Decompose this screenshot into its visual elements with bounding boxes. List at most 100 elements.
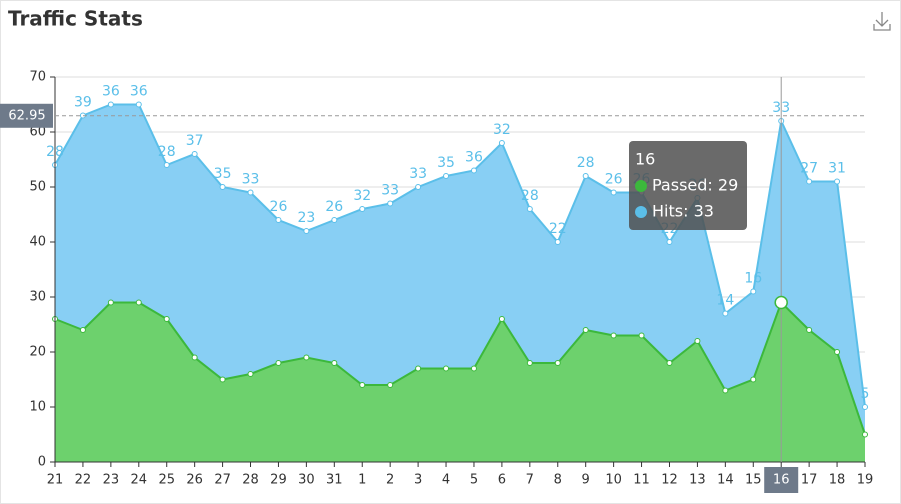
point bbox=[470, 167, 477, 174]
data-label: 26 bbox=[325, 199, 343, 215]
area bbox=[55, 302, 865, 462]
point bbox=[387, 382, 394, 388]
y-tick-label: 30 bbox=[29, 290, 46, 305]
point bbox=[219, 184, 226, 190]
x-tick-label: 13 bbox=[689, 473, 706, 488]
tooltip-swatch bbox=[635, 180, 647, 192]
x-tick-label: 9 bbox=[582, 473, 590, 488]
data-label: 26 bbox=[605, 172, 623, 188]
area bbox=[55, 104, 865, 435]
x-tick-label: 15 bbox=[745, 473, 762, 488]
point bbox=[303, 354, 310, 361]
point bbox=[582, 327, 589, 333]
point bbox=[331, 217, 338, 223]
x-tick-label: 19 bbox=[857, 473, 874, 488]
x-tick-label: 21 bbox=[47, 473, 64, 488]
x-tick-label: 12 bbox=[661, 473, 678, 488]
data-label: 28 bbox=[577, 155, 595, 171]
point bbox=[806, 178, 813, 185]
x-tick-label: 6 bbox=[498, 473, 506, 488]
x-tick-label: 4 bbox=[442, 473, 450, 488]
chart-title: Traffic Stats bbox=[8, 7, 143, 31]
point bbox=[359, 206, 366, 212]
point bbox=[247, 371, 254, 377]
x-tick-label: 17 bbox=[801, 473, 818, 488]
data-label: 33 bbox=[242, 172, 260, 188]
point bbox=[498, 140, 505, 146]
data-label: 26 bbox=[270, 199, 288, 215]
point bbox=[415, 365, 422, 372]
data-label: 32 bbox=[493, 122, 511, 138]
y-tick-label: 70 bbox=[29, 70, 46, 85]
point bbox=[359, 382, 366, 388]
point bbox=[79, 327, 86, 333]
tooltip-item: Hits: 33 bbox=[652, 202, 714, 221]
data-label: 36 bbox=[130, 84, 148, 100]
x-tick-label: 10 bbox=[605, 473, 622, 488]
pointer-x-badge bbox=[764, 467, 799, 493]
point bbox=[470, 365, 477, 372]
point bbox=[750, 288, 757, 295]
x-tick-label: 14 bbox=[717, 473, 734, 488]
data-label: 33 bbox=[381, 183, 399, 199]
x-tick-label: 3 bbox=[414, 473, 422, 488]
y-tick-label: 0 bbox=[38, 455, 46, 470]
data-label: 39 bbox=[74, 95, 92, 111]
y-tick-label: 10 bbox=[29, 400, 46, 415]
x-tick-label: 28 bbox=[242, 473, 259, 488]
point bbox=[191, 354, 198, 361]
data-label: 35 bbox=[437, 155, 455, 171]
x-tick-label: 25 bbox=[158, 473, 175, 488]
point bbox=[107, 101, 114, 108]
data-label: 36 bbox=[102, 84, 120, 100]
data-label: 31 bbox=[828, 161, 846, 177]
point bbox=[443, 173, 450, 179]
point bbox=[806, 327, 813, 333]
x-tick-label: 27 bbox=[214, 473, 231, 488]
point bbox=[750, 376, 757, 383]
data-label: 23 bbox=[297, 210, 315, 226]
x-tick-label: 24 bbox=[131, 473, 148, 488]
point bbox=[219, 376, 226, 383]
download-icon[interactable] bbox=[873, 12, 891, 31]
y-tick-label: 50 bbox=[29, 180, 46, 195]
point bbox=[163, 162, 170, 168]
data-label: 33 bbox=[409, 166, 427, 182]
point bbox=[666, 239, 673, 245]
point bbox=[135, 299, 142, 306]
point bbox=[275, 360, 282, 366]
tooltip-swatch bbox=[635, 206, 647, 218]
data-label: 37 bbox=[186, 133, 204, 149]
point bbox=[722, 387, 729, 394]
data-label: 32 bbox=[353, 188, 371, 204]
point bbox=[443, 365, 450, 372]
point bbox=[526, 206, 533, 212]
data-label: 36 bbox=[465, 150, 483, 166]
data-label: 5 bbox=[861, 386, 870, 402]
line bbox=[54, 300, 866, 435]
x-tick-label: 26 bbox=[186, 473, 203, 488]
point bbox=[554, 239, 561, 245]
data-label: 27 bbox=[800, 161, 818, 177]
point bbox=[526, 360, 533, 366]
data-label: 35 bbox=[214, 166, 232, 182]
point bbox=[610, 189, 617, 196]
tooltip-title: 16 bbox=[635, 150, 655, 169]
x-tick-label: 11 bbox=[633, 473, 650, 488]
point bbox=[275, 217, 282, 223]
tooltip-box bbox=[629, 141, 747, 230]
y-tick-label: 40 bbox=[29, 235, 46, 250]
point bbox=[862, 431, 868, 438]
point bbox=[638, 332, 645, 339]
x-tick-label: 23 bbox=[103, 473, 120, 488]
point bbox=[554, 360, 561, 366]
x-tick-label: 22 bbox=[75, 473, 92, 488]
point bbox=[247, 189, 254, 196]
point bbox=[610, 332, 617, 339]
x-tick-label: 1 bbox=[358, 473, 366, 488]
pointer-x-label: 16 bbox=[773, 473, 790, 488]
point bbox=[666, 360, 673, 366]
point bbox=[415, 184, 422, 190]
pointer-y-label: 62.95 bbox=[8, 108, 45, 123]
